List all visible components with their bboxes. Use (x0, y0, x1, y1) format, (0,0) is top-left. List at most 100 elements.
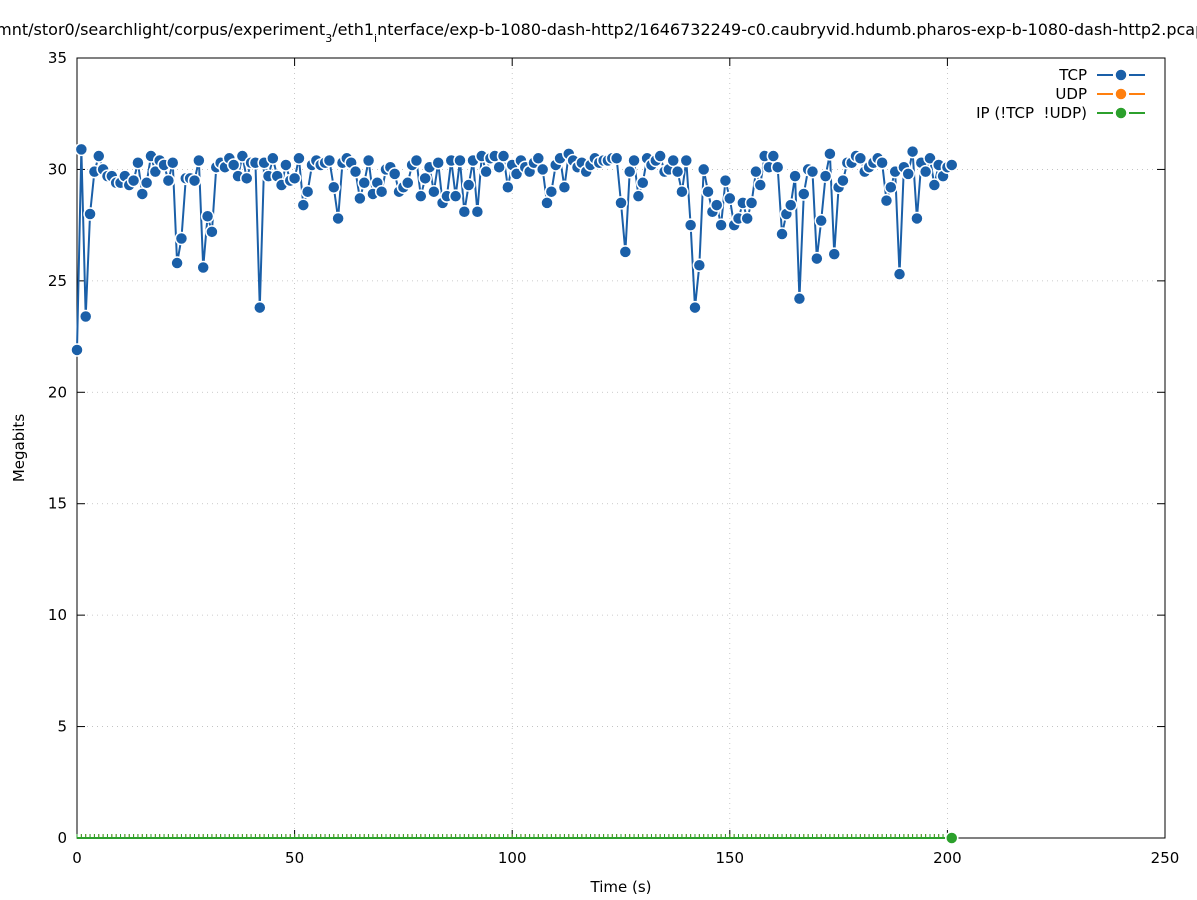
data-point (675, 184, 689, 199)
data-point (679, 153, 694, 168)
data-point (418, 171, 432, 186)
data-point (818, 169, 833, 183)
data-point (300, 184, 315, 199)
title-part: /eth1 (332, 20, 374, 39)
data-point (766, 149, 781, 163)
data-point (688, 300, 702, 315)
data-point (92, 149, 106, 163)
data-point (631, 189, 646, 203)
data-point (279, 158, 293, 172)
data-point (431, 155, 445, 170)
data-point (622, 164, 637, 179)
data-point (78, 309, 93, 324)
data-point (470, 205, 485, 219)
data-point (827, 247, 841, 261)
data-point (361, 153, 376, 168)
title-part: 3 (325, 32, 332, 45)
data-point (540, 196, 554, 210)
data-point (535, 162, 550, 177)
legend-marker (1114, 68, 1128, 82)
data-point (884, 180, 898, 195)
data-point (348, 164, 363, 179)
y-tick-label: 30 (48, 160, 67, 178)
data-point (531, 151, 546, 166)
legend-label: TCP (1058, 66, 1087, 84)
data-point (170, 256, 184, 270)
data-point (788, 169, 802, 183)
data-point (161, 173, 176, 188)
data-point (235, 149, 250, 163)
data-point (492, 160, 506, 174)
data-point (653, 149, 667, 163)
data-point (196, 260, 210, 275)
data-point (709, 198, 724, 212)
data-point (927, 178, 942, 192)
data-point (74, 142, 89, 157)
data-point (174, 231, 189, 246)
data-point (266, 151, 280, 166)
data-point (401, 176, 415, 190)
data-point (770, 160, 785, 174)
data-point (287, 171, 302, 186)
legend-label: IP (!TCP !UDP) (976, 104, 1087, 122)
x-tick-label: 100 (498, 849, 527, 867)
title-part: nterface/exp-b-1080-dash-http2/164673224… (377, 20, 1197, 39)
data-point (618, 245, 633, 259)
data-point (718, 173, 733, 188)
data-point (322, 153, 337, 168)
data-point (357, 176, 371, 190)
data-point (627, 153, 641, 168)
data-point (783, 198, 798, 212)
data-point (753, 178, 768, 192)
data-point (853, 151, 868, 166)
data-point (666, 153, 680, 168)
data-point (557, 180, 572, 195)
data-point (696, 162, 711, 177)
y-tick-label: 0 (57, 829, 67, 847)
data-point (139, 176, 154, 190)
chart-title: /mnt/stor0/searchlight/corpus/experiment… (0, 20, 1197, 45)
data-point (701, 184, 715, 199)
data-point (614, 196, 628, 210)
data-point (501, 180, 515, 195)
data-point (544, 184, 559, 199)
legend-marker (1114, 106, 1128, 120)
data-point (496, 149, 511, 163)
data-point (374, 184, 389, 199)
data-point (457, 205, 472, 219)
data-point (387, 167, 402, 181)
data-point (749, 164, 763, 179)
data-point (509, 167, 524, 181)
y-tick-label: 20 (48, 383, 67, 401)
data-point (200, 209, 215, 223)
data-point (879, 193, 894, 208)
data-point (253, 300, 267, 315)
data-point (945, 831, 959, 845)
data-point (448, 189, 463, 203)
title-part: i (374, 32, 377, 45)
legend-marker (1114, 87, 1128, 101)
data-point (892, 267, 907, 281)
data-point (823, 147, 837, 161)
data-point (814, 213, 828, 228)
data-point (901, 167, 915, 181)
data-point (910, 211, 924, 226)
x-tick-label: 250 (1151, 849, 1180, 867)
data-point (792, 291, 807, 306)
data-point (187, 173, 202, 188)
data-point (805, 164, 820, 179)
y-tick-label: 10 (48, 606, 67, 624)
data-point (331, 211, 345, 226)
data-point (292, 151, 306, 166)
data-point (683, 218, 698, 232)
x-axis-label: Time (s) (590, 878, 652, 896)
data-point (414, 189, 428, 203)
data-point (636, 176, 650, 190)
data-point (479, 164, 493, 179)
data-point (126, 173, 141, 188)
data-point (714, 218, 728, 232)
data-point (797, 187, 811, 201)
data-point (453, 153, 467, 168)
data-point (131, 155, 145, 170)
